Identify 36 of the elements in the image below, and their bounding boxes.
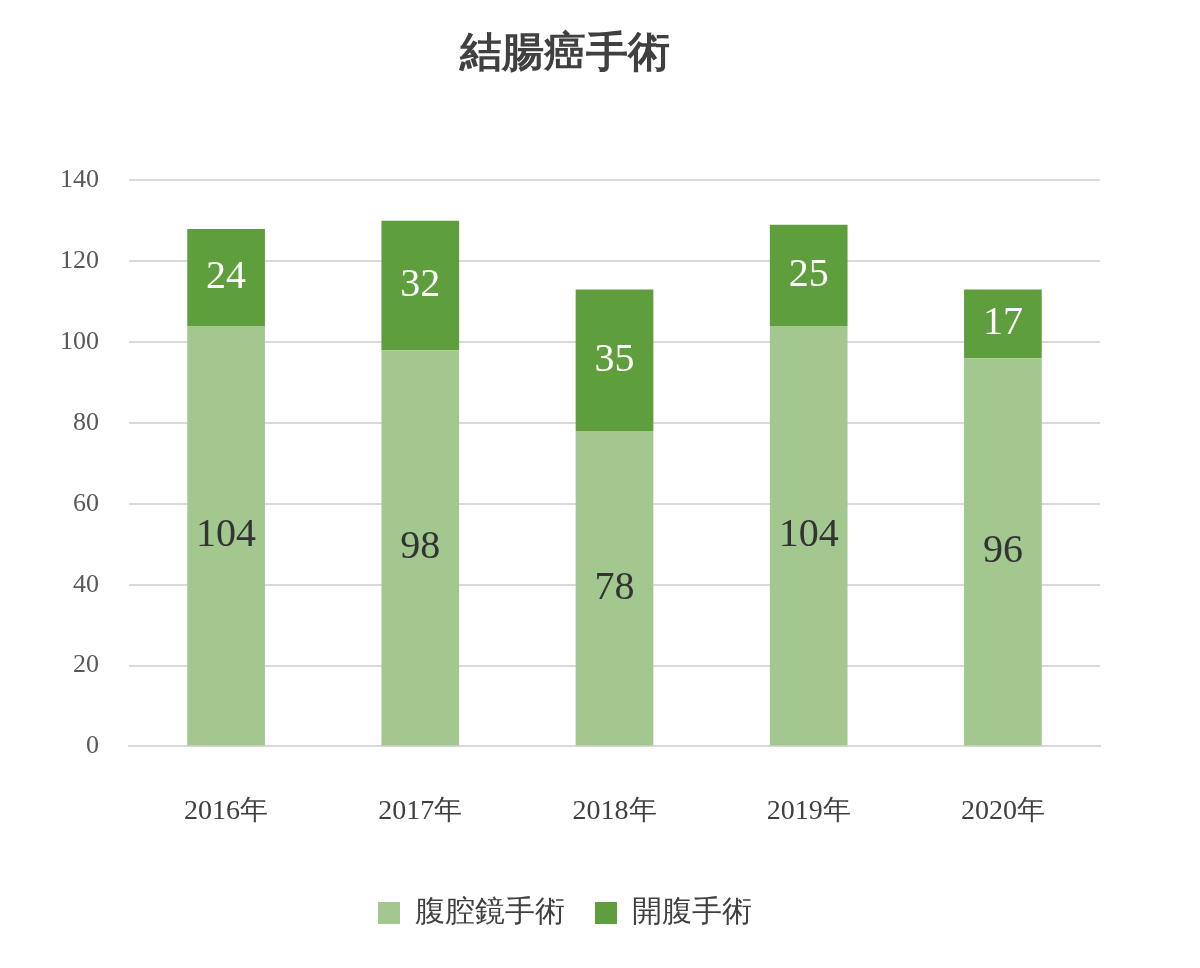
data-label: 78 <box>594 562 635 608</box>
y-tick-label: 40 <box>73 568 99 598</box>
x-tick-label: 2017年 <box>378 793 463 825</box>
bar <box>769 325 848 746</box>
y-tick-label: 80 <box>73 406 99 436</box>
bar <box>381 220 460 351</box>
data-label: 24 <box>206 251 247 297</box>
data-label: 25 <box>788 249 829 295</box>
x-tick-label: 2016年 <box>184 793 269 825</box>
x-tick-label: 2019年 <box>766 793 851 825</box>
bar <box>187 228 265 326</box>
bar <box>575 289 654 432</box>
data-label: 104 <box>778 510 839 556</box>
data-label: 96 <box>982 526 1023 572</box>
y-tick-label: 0 <box>86 730 99 760</box>
bar <box>187 325 265 746</box>
legend-label: 開腹手術 <box>632 892 752 928</box>
data-label: 17 <box>982 298 1023 344</box>
bar <box>964 289 1042 359</box>
y-tick-label: 120 <box>60 245 99 275</box>
y-tick-label: 100 <box>60 325 99 355</box>
data-label: 35 <box>594 334 635 380</box>
data-label: 98 <box>400 522 441 568</box>
bar <box>964 358 1042 746</box>
x-tick-label: 2018年 <box>572 793 657 825</box>
bar <box>575 431 654 746</box>
data-label: 104 <box>196 510 257 556</box>
legend-label: 腹腔鏡手術 <box>415 892 565 928</box>
x-tick-label: 2020年 <box>960 793 1045 825</box>
y-tick-label: 140 <box>60 164 99 194</box>
y-tick-label: 20 <box>73 649 99 679</box>
chart-title: 結腸癌手術 <box>458 27 670 77</box>
bar <box>769 224 848 326</box>
bar <box>381 350 460 746</box>
data-label: 32 <box>400 260 441 306</box>
y-tick-label: 60 <box>73 487 99 517</box>
